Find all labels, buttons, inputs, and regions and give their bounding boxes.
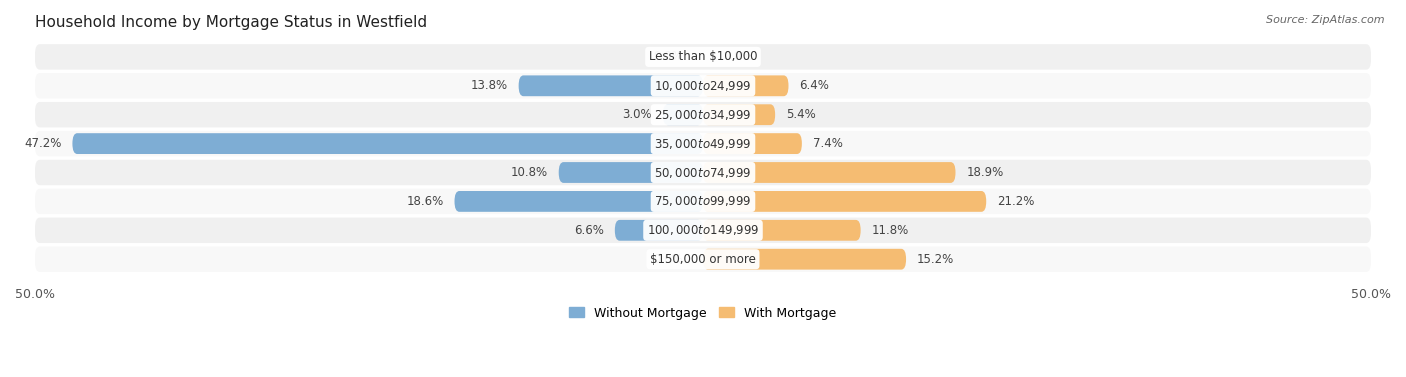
FancyBboxPatch shape <box>662 104 703 125</box>
Legend: Without Mortgage, With Mortgage: Without Mortgage, With Mortgage <box>564 302 842 325</box>
Text: $35,000 to $49,999: $35,000 to $49,999 <box>654 136 752 150</box>
Text: 6.6%: 6.6% <box>574 224 605 237</box>
FancyBboxPatch shape <box>614 220 703 241</box>
Text: 18.6%: 18.6% <box>406 195 444 208</box>
FancyBboxPatch shape <box>519 75 703 96</box>
FancyBboxPatch shape <box>35 73 1371 98</box>
FancyBboxPatch shape <box>35 247 1371 272</box>
FancyBboxPatch shape <box>35 218 1371 243</box>
FancyBboxPatch shape <box>35 131 1371 156</box>
FancyBboxPatch shape <box>558 162 703 183</box>
Text: 0.0%: 0.0% <box>654 51 683 63</box>
Text: 13.8%: 13.8% <box>471 79 508 92</box>
FancyBboxPatch shape <box>35 160 1371 185</box>
Text: 47.2%: 47.2% <box>24 137 62 150</box>
Text: 11.8%: 11.8% <box>872 224 908 237</box>
FancyBboxPatch shape <box>703 249 905 270</box>
Text: 7.4%: 7.4% <box>813 137 842 150</box>
Text: Less than $10,000: Less than $10,000 <box>648 51 758 63</box>
FancyBboxPatch shape <box>703 220 860 241</box>
FancyBboxPatch shape <box>72 133 703 154</box>
Text: 15.2%: 15.2% <box>917 253 955 266</box>
FancyBboxPatch shape <box>35 189 1371 214</box>
Text: $100,000 to $149,999: $100,000 to $149,999 <box>647 223 759 237</box>
FancyBboxPatch shape <box>703 191 986 212</box>
Text: Source: ZipAtlas.com: Source: ZipAtlas.com <box>1267 15 1385 25</box>
Text: 0.0%: 0.0% <box>654 253 683 266</box>
Text: 0.0%: 0.0% <box>723 51 752 63</box>
FancyBboxPatch shape <box>703 104 775 125</box>
FancyBboxPatch shape <box>35 44 1371 70</box>
FancyBboxPatch shape <box>703 133 801 154</box>
Text: 18.9%: 18.9% <box>966 166 1004 179</box>
Text: $50,000 to $74,999: $50,000 to $74,999 <box>654 166 752 179</box>
Text: 5.4%: 5.4% <box>786 108 815 121</box>
Text: $10,000 to $24,999: $10,000 to $24,999 <box>654 79 752 93</box>
FancyBboxPatch shape <box>703 75 789 96</box>
Text: 3.0%: 3.0% <box>623 108 652 121</box>
Text: 21.2%: 21.2% <box>997 195 1035 208</box>
Text: $150,000 or more: $150,000 or more <box>650 253 756 266</box>
Text: $75,000 to $99,999: $75,000 to $99,999 <box>654 195 752 208</box>
Text: $25,000 to $34,999: $25,000 to $34,999 <box>654 108 752 122</box>
Text: 10.8%: 10.8% <box>510 166 548 179</box>
Text: 6.4%: 6.4% <box>799 79 830 92</box>
FancyBboxPatch shape <box>703 162 956 183</box>
Text: Household Income by Mortgage Status in Westfield: Household Income by Mortgage Status in W… <box>35 15 427 30</box>
FancyBboxPatch shape <box>454 191 703 212</box>
FancyBboxPatch shape <box>35 102 1371 127</box>
